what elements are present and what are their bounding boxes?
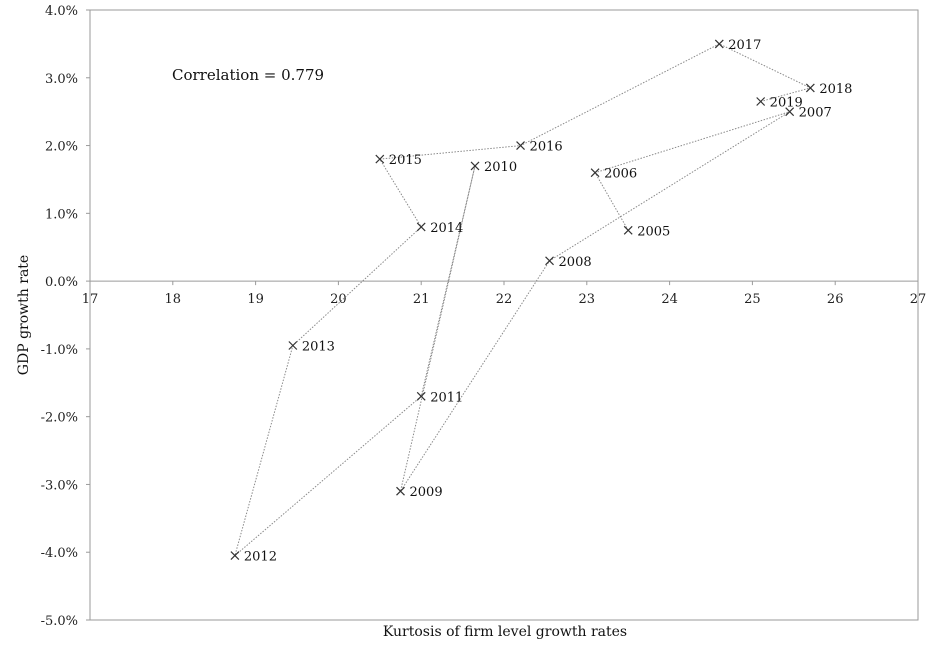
data-point-2018: 2018 bbox=[805, 82, 852, 97]
data-point-2007: 2007 bbox=[785, 106, 832, 121]
y-tick-label: 1.0% bbox=[45, 207, 78, 222]
point-label: 2015 bbox=[389, 153, 422, 168]
x-tick-label: 27 bbox=[910, 292, 927, 307]
point-label: 2014 bbox=[430, 221, 463, 236]
y-tick-label: -1.0% bbox=[41, 343, 78, 358]
series-connector bbox=[233, 43, 812, 558]
x-tick-label: 18 bbox=[165, 292, 182, 307]
y-tick-label: 0.0% bbox=[45, 275, 78, 290]
x-marker bbox=[416, 222, 426, 232]
x-axis-ticks: 17 18 19 20 21 22 23 24 25 26 27 bbox=[82, 281, 927, 307]
correlation-annotation: Correlation = 0.779 bbox=[172, 66, 324, 84]
x-tick-label: 24 bbox=[661, 292, 678, 307]
x-tick-label: 23 bbox=[579, 292, 596, 307]
point-label: 2010 bbox=[484, 160, 517, 175]
data-point-2009: 2009 bbox=[396, 485, 443, 500]
y-tick-label: 2.0% bbox=[45, 140, 78, 155]
plot-area-frame bbox=[89, 9, 919, 621]
x-marker bbox=[785, 107, 795, 117]
point-label: 2005 bbox=[637, 224, 670, 239]
data-point-2014: 2014 bbox=[416, 221, 463, 236]
x-marker bbox=[470, 161, 480, 171]
series-line bbox=[233, 43, 812, 558]
point-label: 2011 bbox=[430, 390, 463, 405]
y-tick-label: 4.0% bbox=[45, 4, 78, 19]
data-point-2019: 2019 bbox=[756, 96, 803, 111]
data-point-2006: 2006 bbox=[590, 167, 637, 182]
x-marker bbox=[623, 225, 633, 235]
y-axis-title: GDP growth rate bbox=[16, 255, 32, 375]
data-point-2010: 2010 bbox=[470, 160, 517, 175]
x-marker bbox=[288, 341, 298, 350]
x-marker bbox=[590, 168, 600, 178]
x-marker bbox=[396, 486, 405, 496]
point-label: 2019 bbox=[770, 96, 803, 111]
x-marker bbox=[375, 154, 385, 164]
x-marker bbox=[545, 256, 554, 266]
y-tick-label: -3.0% bbox=[41, 478, 78, 493]
x-tick-label: 21 bbox=[413, 292, 430, 307]
x-tick-label: 20 bbox=[330, 292, 347, 307]
point-label: 2008 bbox=[559, 255, 592, 270]
data-point-2012: 2012 bbox=[230, 550, 277, 565]
point-label: 2016 bbox=[530, 140, 563, 155]
data-point-2017: 2017 bbox=[714, 38, 761, 53]
data-point-2016: 2016 bbox=[516, 140, 563, 155]
x-axis-title: Kurtosis of firm level growth rates bbox=[383, 624, 627, 640]
point-label: 2007 bbox=[799, 106, 832, 121]
point-label: 2009 bbox=[410, 485, 443, 500]
point-label: 2017 bbox=[728, 38, 761, 53]
y-tick-label: 3.0% bbox=[45, 72, 78, 87]
x-tick-label: 17 bbox=[82, 292, 99, 307]
x-marker bbox=[416, 391, 426, 401]
point-label: 2012 bbox=[244, 550, 277, 565]
point-label: 2006 bbox=[604, 167, 637, 182]
data-point-2008: 2008 bbox=[545, 255, 592, 270]
x-tick-label: 19 bbox=[247, 292, 264, 307]
data-point-2005: 2005 bbox=[623, 224, 670, 239]
data-point-2013: 2013 bbox=[288, 340, 335, 355]
x-marker bbox=[756, 97, 766, 106]
point-label: 2018 bbox=[819, 82, 852, 97]
data-points: 2005 2006 2007 2008 2009 2010 2011 2012 2013 2014… bbox=[230, 38, 852, 565]
data-point-2011: 2011 bbox=[416, 390, 463, 405]
x-tick-label: 25 bbox=[744, 292, 761, 307]
point-label: 2013 bbox=[302, 340, 335, 355]
y-axis-ticks: 4.0% 3.0% 2.0% 1.0% 0.0% -1.0% -2.0% -3.0% -4.0%… bbox=[41, 4, 90, 629]
y-tick-label: -5.0% bbox=[41, 614, 78, 629]
x-marker bbox=[714, 39, 724, 49]
x-marker bbox=[516, 141, 525, 150]
x-marker bbox=[805, 83, 815, 93]
x-tick-label: 22 bbox=[496, 292, 513, 307]
x-marker bbox=[230, 551, 240, 561]
y-tick-label: -4.0% bbox=[41, 546, 78, 561]
x-tick-label: 26 bbox=[827, 292, 844, 307]
y-tick-label: -2.0% bbox=[41, 411, 78, 426]
data-point-2015: 2015 bbox=[375, 153, 422, 168]
